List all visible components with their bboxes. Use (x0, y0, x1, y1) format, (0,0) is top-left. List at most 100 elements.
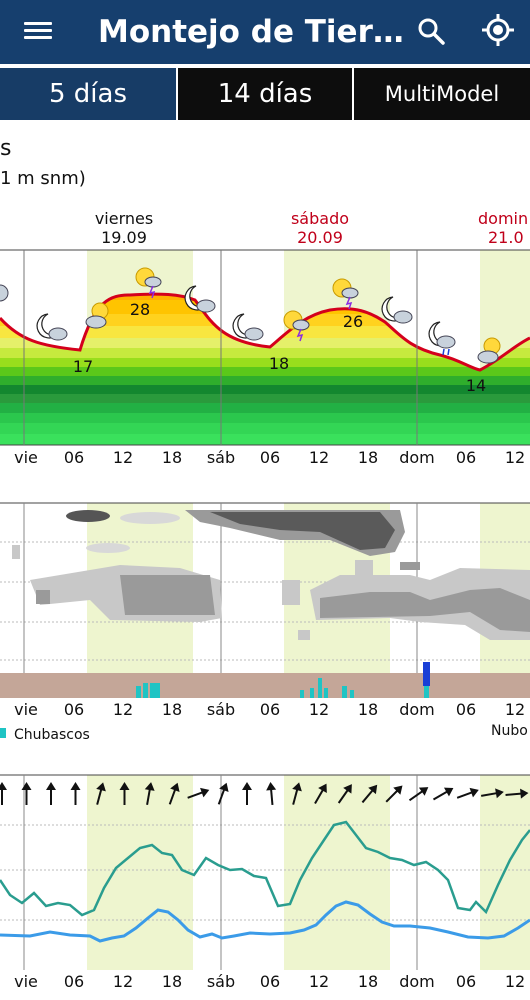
location-name-partial: s (0, 136, 12, 161)
cloud-cover-areas (12, 510, 530, 640)
wind-direction-arrow-icon (432, 787, 454, 801)
moon-cloud-icon (184, 285, 216, 313)
wind-direction-arrow-icon (385, 785, 403, 803)
temp-label: 28 (130, 300, 150, 319)
day-date-domingo: 21.0 (488, 228, 524, 247)
legend-clouds-label: Nubo (491, 723, 528, 739)
legend-showers-swatch (0, 728, 6, 738)
wind-direction-arrow-icon (242, 782, 252, 805)
x-tick-label: 18 (162, 972, 182, 991)
wind-direction-arrow-icon (408, 787, 429, 802)
sun-thunder-icon (332, 278, 359, 310)
x-tick-label: dom (399, 448, 435, 467)
x-tick-label: 18 (358, 448, 378, 467)
x-tick-label: 12 (505, 972, 525, 991)
wind-speed-curve (0, 900, 530, 943)
day-date-sabado: 20.09 (297, 228, 343, 247)
wind-direction-arrow-icon (292, 782, 302, 805)
ground-band (0, 673, 530, 698)
x-tick-label: 12 (113, 700, 133, 719)
temp-label: 17 (73, 357, 93, 376)
x-tick-label: sáb (207, 448, 235, 467)
wind-direction-arrow-icon (187, 787, 210, 799)
wind-direction-arrow-icon (361, 784, 378, 804)
tab-5-dias[interactable]: 5 días (0, 68, 176, 120)
x-axis-panel-3: vie 06 12 18 sáb 06 12 18 dom 06 12 (14, 972, 525, 991)
wind-direction-arrow-icon (456, 787, 479, 799)
x-tick-label: 06 (456, 448, 476, 467)
x-tick-label: vie (14, 448, 38, 467)
wind-direction-arrows (0, 782, 529, 806)
x-tick-label: vie (14, 700, 38, 719)
wind-direction-arrow-icon (96, 782, 106, 805)
wind-direction-arrow-icon (0, 782, 7, 805)
forecast-tabs: 5 días 14 días MultiModel (0, 68, 530, 120)
x-tick-label: 06 (64, 972, 84, 991)
wind-direction-arrow-icon (314, 783, 327, 805)
x-tick-label: 12 (505, 448, 525, 467)
x-tick-label: 06 (260, 972, 280, 991)
x-tick-label: dom (399, 972, 435, 991)
meteogram[interactable]: viernes 19.09 sábado 20.09 domin 21.0 17… (0, 120, 530, 1000)
x-tick-label: 12 (309, 972, 329, 991)
legend-showers-label: Chubascos (14, 727, 90, 743)
app-bar: Montejo de Tier… (0, 0, 530, 64)
x-tick-label: 06 (260, 448, 280, 467)
day-name-viernes: viernes (95, 209, 153, 228)
moon-rain-icon (428, 321, 456, 356)
x-tick-label: 06 (64, 448, 84, 467)
temp-label: 18 (269, 354, 289, 373)
wind-direction-arrow-icon (266, 782, 277, 806)
x-tick-label: 18 (358, 700, 378, 719)
moon-cloud-icon (0, 284, 9, 302)
x-tick-label: 12 (113, 972, 133, 991)
x-tick-label: 06 (260, 700, 280, 719)
wind-gust-curve (0, 820, 530, 917)
search-icon[interactable] (416, 16, 446, 46)
wind-direction-arrow-icon (505, 788, 529, 799)
tab-14-dias[interactable]: 14 días (178, 68, 352, 120)
x-tick-label: 06 (456, 972, 476, 991)
wind-direction-arrow-icon (46, 782, 56, 805)
x-tick-label: sáb (207, 700, 235, 719)
rain-bar (423, 662, 430, 686)
day-name-domingo: domin (478, 209, 528, 228)
sun-cloud-icon (477, 337, 501, 364)
page-title: Montejo de Tier… (98, 14, 404, 50)
x-tick-label: vie (14, 972, 38, 991)
temp-label: 14 (466, 376, 486, 395)
moon-cloud-icon (232, 313, 264, 341)
x-tick-label: 12 (505, 700, 525, 719)
moon-cloud-icon (36, 313, 68, 341)
sun-thunder-icon (283, 310, 310, 342)
shower-bars (136, 678, 429, 698)
x-axis-panel-2: vie 06 12 18 sáb 06 12 18 dom 06 12 (14, 700, 525, 719)
sun-thunder-icon (135, 267, 162, 299)
sun-cloud-icon (85, 302, 109, 329)
wind-direction-arrow-icon (144, 782, 155, 806)
temp-label: 26 (343, 312, 363, 331)
wind-direction-arrow-icon (480, 788, 504, 799)
x-tick-label: 06 (456, 700, 476, 719)
x-tick-label: 18 (162, 700, 182, 719)
wind-direction-arrow-icon (337, 784, 352, 804)
hamburger-menu-icon[interactable] (24, 18, 52, 46)
wind-direction-arrow-icon (70, 782, 81, 805)
gps-location-icon[interactable] (480, 12, 516, 48)
wind-direction-arrow-icon (21, 782, 32, 805)
x-tick-label: sáb (207, 972, 235, 991)
wind-direction-arrow-icon (168, 782, 180, 805)
x-tick-label: 12 (113, 448, 133, 467)
x-tick-label: dom (399, 700, 435, 719)
tab-multimodel[interactable]: MultiModel (354, 68, 530, 120)
x-tick-label: 18 (358, 972, 378, 991)
moon-cloud-icon (381, 296, 413, 324)
x-tick-label: 18 (162, 448, 182, 467)
x-tick-label: 12 (309, 700, 329, 719)
x-tick-label: 12 (309, 448, 329, 467)
wind-direction-arrow-icon (217, 782, 229, 805)
elevation-partial: 1 m snm) (0, 168, 86, 189)
day-name-sabado: sábado (291, 209, 349, 228)
wind-direction-arrow-icon (119, 782, 130, 805)
x-tick-label: 06 (64, 700, 84, 719)
